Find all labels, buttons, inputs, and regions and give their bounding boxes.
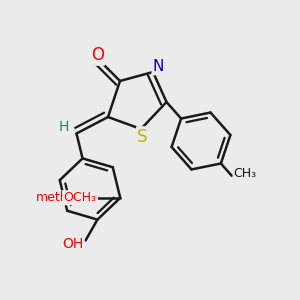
Text: O: O <box>86 191 97 205</box>
Text: OH: OH <box>63 237 84 250</box>
Text: H: H <box>59 120 69 134</box>
Text: OCH₃: OCH₃ <box>63 191 96 204</box>
Text: O: O <box>91 46 104 64</box>
Text: N: N <box>153 59 164 74</box>
Text: CH₃: CH₃ <box>233 167 256 180</box>
Text: S: S <box>137 128 148 146</box>
Text: methoxy: methoxy <box>36 191 90 204</box>
